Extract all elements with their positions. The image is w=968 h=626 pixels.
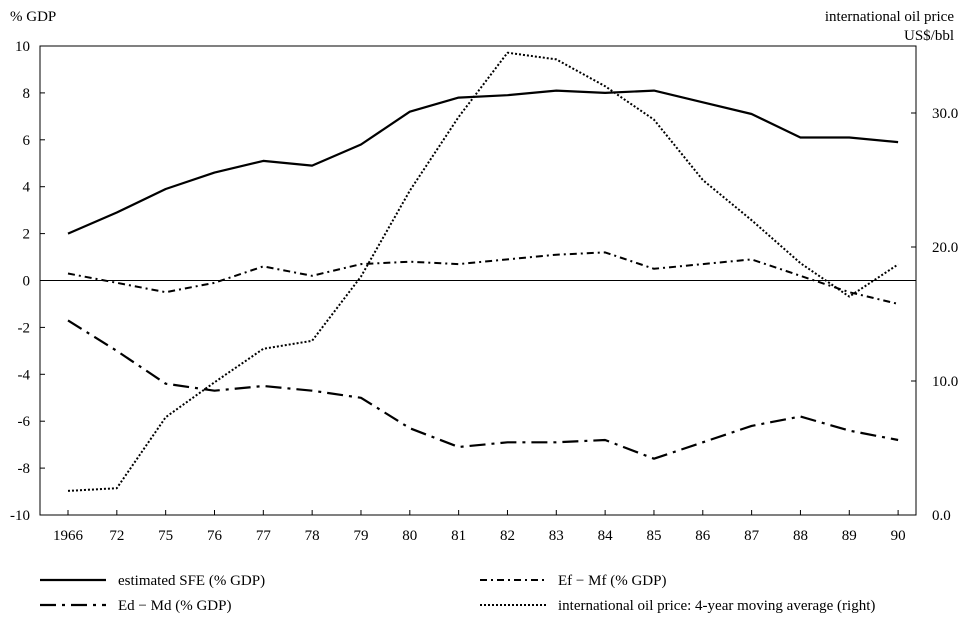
x-tick-label: 90 bbox=[891, 528, 906, 544]
left-tick-label: -4 bbox=[18, 367, 31, 383]
series-line-2 bbox=[67, 251, 899, 305]
x-tick-label: 84 bbox=[598, 528, 614, 544]
series-lines bbox=[67, 51, 899, 492]
x-tick-label: 89 bbox=[842, 528, 857, 544]
x-axis-ticks: 1966 72 75 76 77 78 79 80 81 82 83 84 85 86 87 88 89 90 bbox=[53, 510, 906, 544]
x-tick-label: 79 bbox=[353, 528, 368, 544]
x-tick-label: 81 bbox=[451, 528, 466, 544]
right-axis-title-line2: US$/bbl bbox=[904, 28, 954, 44]
right-axis-ticks: 0.0 10.0 20.0 30.0 bbox=[911, 106, 958, 524]
left-tick-label: -6 bbox=[18, 414, 31, 430]
left-tick-label: 2 bbox=[23, 227, 31, 243]
legend-label-3: Ed − Md (% GDP) bbox=[118, 598, 231, 614]
left-tick-label: 10 bbox=[15, 39, 30, 55]
x-tick-label: 72 bbox=[109, 528, 124, 544]
legend-label-2: Ef − Mf (% GDP) bbox=[558, 573, 666, 589]
series-line-3 bbox=[67, 319, 899, 460]
left-tick-label: -8 bbox=[18, 461, 31, 477]
legend-label-1: estimated SFE (% GDP) bbox=[118, 573, 265, 589]
right-axis-title-line1: international oil price bbox=[825, 9, 954, 25]
x-tick-label: 88 bbox=[793, 528, 808, 544]
x-tick-label: 87 bbox=[744, 528, 760, 544]
right-tick-label: 10.0 bbox=[932, 374, 958, 390]
left-axis-title: % GDP bbox=[10, 9, 56, 25]
right-tick-label: 0.0 bbox=[932, 508, 951, 524]
x-tick-label: 75 bbox=[158, 528, 173, 544]
legend: estimated SFE (% GDP) Ef − Mf (% GDP) Ed −… bbox=[40, 573, 875, 614]
x-tick-label: 76 bbox=[207, 528, 223, 544]
x-tick-label: 1966 bbox=[53, 528, 84, 544]
left-tick-label: 0 bbox=[23, 274, 31, 290]
x-tick-label: 78 bbox=[305, 528, 320, 544]
x-tick-label: 86 bbox=[695, 528, 711, 544]
legend-label-4: international oil price: 4-year moving a… bbox=[558, 598, 875, 614]
x-tick-label: 83 bbox=[549, 528, 564, 544]
left-tick-label: 8 bbox=[23, 86, 31, 102]
left-tick-label: -10 bbox=[10, 508, 30, 524]
right-tick-label: 30.0 bbox=[932, 106, 958, 122]
left-tick-label: -2 bbox=[18, 320, 31, 336]
left-tick-label: 6 bbox=[23, 133, 31, 149]
left-axis-ticks: -10 -8 -6 -4 -2 0 2 4 6 8 10 bbox=[10, 39, 45, 524]
series-line-4 bbox=[67, 51, 899, 492]
right-tick-label: 20.0 bbox=[932, 240, 958, 256]
x-tick-label: 77 bbox=[256, 528, 272, 544]
x-tick-label: 80 bbox=[402, 528, 417, 544]
x-tick-label: 85 bbox=[646, 528, 661, 544]
series-line-1 bbox=[67, 89, 899, 235]
left-tick-label: 4 bbox=[23, 180, 31, 196]
x-tick-label: 82 bbox=[500, 528, 515, 544]
